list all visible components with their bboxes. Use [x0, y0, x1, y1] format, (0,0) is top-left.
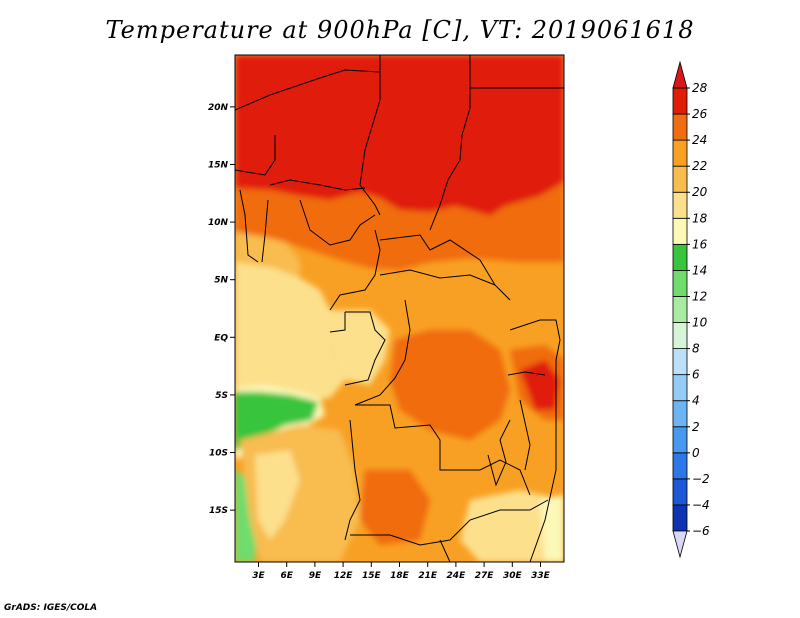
field-congo-core — [390, 330, 510, 440]
x-tick-label: 30E — [503, 571, 523, 581]
field-guinea — [235, 232, 300, 278]
colorbar-band — [672, 400, 688, 428]
x-axis: 3E 6E 9E 12E 15E 18E 21E 24E 27E 30E 33E — [252, 562, 551, 581]
colorbar-band — [672, 504, 688, 532]
colorbar-label: 18 — [692, 211, 708, 225]
colorbar-band — [672, 478, 688, 506]
temperature-map — [235, 55, 564, 562]
field-south-hot — [360, 470, 430, 545]
field-west-coast — [235, 262, 345, 402]
colorbar-band — [672, 217, 688, 245]
colorbar-label: 22 — [692, 159, 707, 173]
colorbar-label: 28 — [692, 81, 708, 95]
field-south-east — [460, 490, 564, 562]
colorbar-label: 6 — [692, 368, 700, 382]
field-atlantic-green — [235, 392, 318, 450]
colorbar-band — [672, 139, 688, 167]
colorbar-band — [672, 296, 688, 323]
field-angola-coast — [255, 450, 300, 540]
colorbar-label: 0 — [692, 446, 700, 460]
field-sahara — [235, 55, 564, 216]
colorbar-band — [672, 452, 688, 480]
colorbar-band — [672, 426, 688, 454]
x-tick-label: 24E — [447, 571, 467, 581]
y-tick-label: 10N — [208, 218, 229, 228]
colorbar-label: 12 — [692, 289, 707, 303]
y-tick-label: 10S — [209, 449, 228, 459]
colorbar-label: 10 — [692, 316, 708, 330]
colorbar-band — [672, 243, 688, 271]
colorbar-band — [672, 322, 688, 349]
y-tick-label: 15S — [209, 506, 228, 516]
colorbar-band — [672, 348, 688, 376]
country-boundaries — [235, 55, 564, 562]
x-tick-label: 27E — [475, 571, 495, 581]
x-tick-label: 6E — [280, 571, 293, 581]
colorbar-under-triangle — [672, 530, 688, 559]
colorbar-label: 20 — [692, 185, 708, 199]
field-sahel — [235, 182, 564, 270]
colorbar-label: −2 — [692, 472, 710, 486]
colorbar-label: 26 — [692, 107, 708, 121]
colorbar-band — [672, 191, 688, 219]
colorbar-band — [672, 374, 688, 402]
x-tick-label: 33E — [531, 571, 551, 581]
x-tick-label: 21E — [418, 571, 438, 581]
colorbar-label: −6 — [692, 524, 710, 538]
colorbar-label: −4 — [692, 498, 710, 512]
y-tick-label: 15N — [208, 160, 229, 170]
colorbar-label: 4 — [692, 394, 700, 408]
colorbar-band — [672, 165, 688, 193]
x-tick-label: 18E — [390, 571, 410, 581]
y-tick-label: EQ — [214, 333, 228, 343]
colorbar-band — [672, 113, 688, 141]
colorbar-band — [672, 87, 688, 115]
colorbar-label: 2 — [692, 420, 700, 434]
footer-credit: GrADS: IGES/COLA — [4, 603, 98, 613]
x-tick-label: 9E — [309, 571, 322, 581]
y-tick-label: 20N — [208, 103, 229, 113]
x-tick-label: 12E — [334, 571, 354, 581]
colorbar-label: 14 — [692, 263, 707, 277]
colorbar-label: 8 — [692, 342, 700, 356]
field-south-east-cool — [540, 495, 564, 562]
y-tick-label: 5N — [214, 276, 228, 286]
x-tick-label: 3E — [252, 571, 265, 581]
y-tick-label: 5S — [215, 391, 228, 401]
colorbar-over-triangle — [672, 60, 688, 89]
colorbar-label: 16 — [692, 237, 708, 251]
chart-title: Temperature at 900hPa [C], VT: 201906161… — [105, 16, 695, 44]
y-axis: 20N 15N 10N 5N EQ 5S 10S 15S — [208, 103, 235, 516]
x-tick-label: 15E — [362, 571, 382, 581]
colorbar-label: 24 — [692, 133, 707, 147]
colorbar-band — [672, 270, 688, 297]
